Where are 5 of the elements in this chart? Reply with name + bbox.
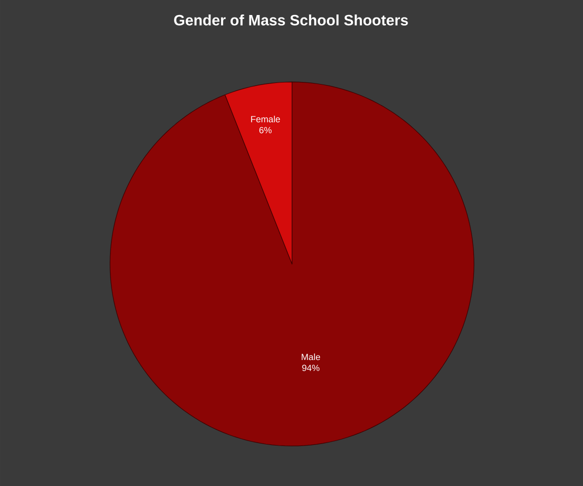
- slice-label: Male: [302, 354, 320, 360]
- chart-title: Gender of Mass School Shooters: [174, 14, 408, 26]
- data-label: 6%: [259, 126, 272, 134]
- slice-label: Female: [251, 116, 280, 122]
- data-label: 94%: [302, 364, 320, 372]
